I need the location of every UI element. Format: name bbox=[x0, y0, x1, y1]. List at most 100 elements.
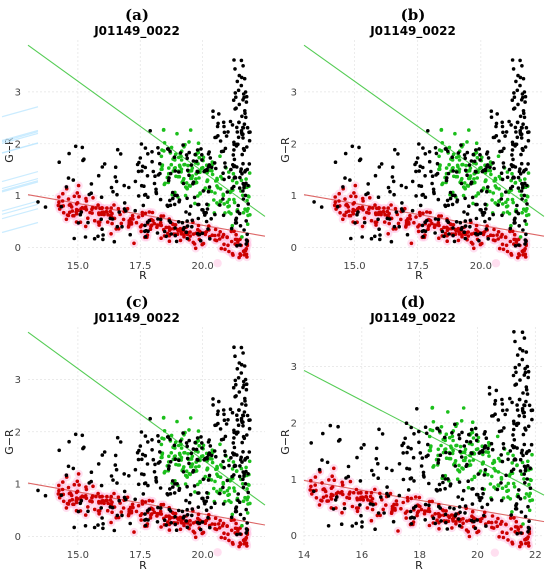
panel-a-point-green bbox=[219, 199, 223, 204]
panel-c-point-black bbox=[176, 508, 181, 513]
panel-a-point-black bbox=[240, 152, 244, 157]
panel-a-point-black bbox=[111, 189, 115, 194]
panel-b-point-black bbox=[459, 143, 463, 147]
panel-b-point-green bbox=[493, 176, 498, 181]
panel-a-point-black bbox=[71, 178, 76, 182]
panel-b-point-black bbox=[421, 146, 425, 150]
panel-b-point-red bbox=[385, 213, 390, 218]
panel-a-point-black bbox=[196, 216, 201, 221]
panel-d-point-black bbox=[476, 472, 481, 476]
panel-b-point-black bbox=[514, 142, 519, 147]
panel-d-point-red bbox=[309, 484, 313, 489]
panel-c-point-black bbox=[213, 501, 217, 506]
panel-c-point-black bbox=[224, 422, 229, 426]
panel-a-point-black bbox=[242, 185, 246, 190]
panel-c-point-red bbox=[182, 523, 186, 528]
panel-c-point-green bbox=[179, 446, 184, 450]
panel-d-point-red bbox=[365, 506, 370, 510]
panel-a-point-black bbox=[208, 237, 212, 241]
panel-d-point-green bbox=[432, 464, 436, 468]
panel-b-point-black bbox=[494, 124, 498, 129]
panel-c-point-black bbox=[139, 430, 144, 434]
panel-c-point-black bbox=[221, 459, 225, 464]
panel-b-point-red bbox=[500, 242, 505, 247]
panel-d-point-black bbox=[512, 421, 516, 426]
panel-d-point-black bbox=[505, 408, 509, 412]
panel-d-point-black bbox=[514, 502, 519, 506]
panel-a-point-red bbox=[96, 203, 100, 207]
panel-b-point-black bbox=[513, 216, 517, 221]
panel-d-xtick-label: 14 bbox=[298, 550, 311, 561]
panel-c-point-black bbox=[245, 433, 249, 437]
panel-c-point-black bbox=[221, 485, 225, 490]
panel-a-point-red bbox=[96, 220, 101, 224]
panel-c-point-black bbox=[236, 492, 240, 496]
panel-b-point-black bbox=[501, 161, 506, 165]
panel-a-point-green bbox=[162, 149, 166, 153]
panel-d-xtick-label: 20 bbox=[471, 550, 484, 561]
panel-b-point-green bbox=[447, 145, 452, 150]
panel-a-point-black bbox=[242, 95, 246, 100]
panel-b-point-green bbox=[493, 184, 498, 188]
panel-b-halo-blob bbox=[491, 259, 501, 268]
panel-a-point-black bbox=[226, 130, 230, 134]
panel-d-point-black bbox=[523, 370, 528, 375]
panel-c-point-red bbox=[92, 507, 97, 512]
panel-b-point-black bbox=[423, 229, 428, 233]
panel-a-point-black bbox=[237, 186, 242, 190]
panel-b-point-black bbox=[518, 129, 522, 133]
panel-a-point-red bbox=[138, 225, 143, 229]
panel-a-point-black bbox=[232, 142, 236, 147]
panel-d-point-green bbox=[530, 452, 534, 457]
panel-c-point-red bbox=[226, 532, 230, 536]
panel-b-point-green bbox=[437, 167, 441, 172]
panel-b-point-black bbox=[465, 150, 470, 155]
panel-c-point-green bbox=[205, 466, 210, 471]
panel-b-point-black bbox=[472, 159, 477, 164]
panel-d-point-green bbox=[499, 475, 504, 480]
panel-c-point-red bbox=[96, 509, 101, 513]
panel-a-point-black bbox=[222, 177, 226, 182]
panel-b-point-red bbox=[349, 194, 353, 199]
panel-b-point-red bbox=[426, 227, 430, 231]
panel-b-point-black bbox=[450, 155, 455, 159]
panel-d-point-red bbox=[495, 524, 500, 529]
panel-a-point-red bbox=[127, 223, 131, 228]
panel-c-point-black bbox=[184, 519, 189, 523]
panel-a-point-red bbox=[159, 236, 163, 240]
panel-d-point-black bbox=[437, 482, 442, 487]
panel-b-point-green bbox=[478, 166, 482, 170]
panel-b-point-black bbox=[447, 232, 451, 236]
panel-b-point-green bbox=[444, 166, 449, 170]
panel-d-point-green bbox=[486, 472, 490, 477]
panel-c-point-black bbox=[100, 453, 105, 457]
panel-c-point-red bbox=[127, 512, 131, 517]
panel-c-point-green bbox=[177, 463, 182, 467]
panel-d-point-black bbox=[480, 486, 485, 491]
panel-c-point-black bbox=[76, 509, 81, 514]
panel-c-point-black bbox=[232, 445, 237, 450]
panel-c-point-black bbox=[151, 457, 156, 462]
panel-c-point-black bbox=[222, 412, 226, 417]
panel-a-point-red bbox=[229, 239, 234, 244]
panel-d-ytick-label: 2 bbox=[291, 418, 297, 429]
panel-d-point-black bbox=[408, 509, 413, 514]
panel-a-point-red bbox=[61, 210, 66, 215]
panel-d-point-black bbox=[444, 450, 448, 455]
panel-d-point-black bbox=[454, 512, 458, 516]
panel-c-point-black bbox=[185, 444, 189, 449]
panel-a-point-black bbox=[232, 148, 236, 152]
panel-c-point-black bbox=[198, 527, 203, 532]
panel-a-point-black bbox=[235, 125, 239, 130]
panel-a-point-black bbox=[211, 115, 215, 119]
panel-c-point-green bbox=[194, 469, 199, 473]
panel-a-point-red bbox=[219, 246, 224, 251]
panel-b-point-black bbox=[417, 169, 422, 173]
panel-c-point-black bbox=[178, 439, 183, 443]
panel-c-point-black bbox=[232, 452, 236, 457]
panel-b-point-black bbox=[463, 236, 468, 241]
panel-b-point-black bbox=[364, 192, 368, 197]
panel-b-point-black bbox=[519, 132, 523, 137]
panel-a-point-black bbox=[239, 83, 244, 88]
panel-d-point-red bbox=[355, 509, 360, 514]
